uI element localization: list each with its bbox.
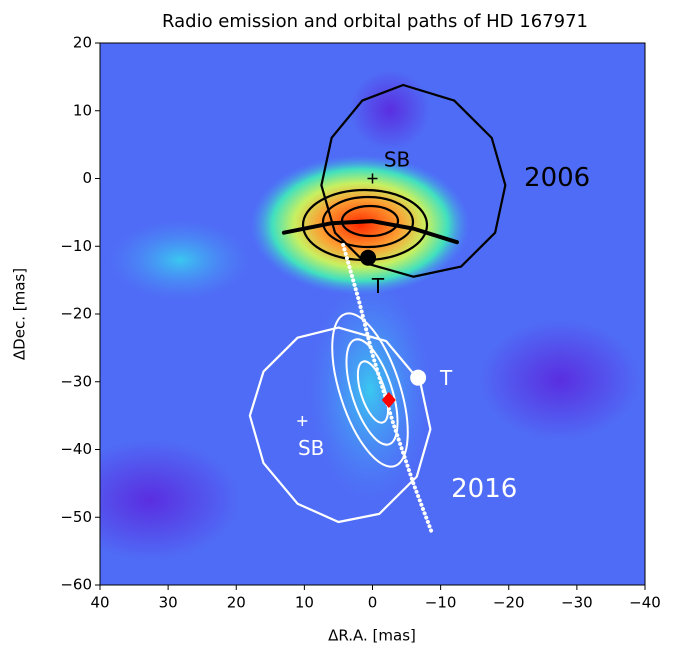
y-axis-label: ΔDec. [mas] (11, 268, 29, 360)
y-tick-label: −20 (60, 305, 92, 323)
orbit (320, 83, 507, 278)
star-marker (360, 249, 377, 266)
orbit (281, 219, 459, 245)
center-marker (367, 173, 378, 184)
y-tick-label: 0 (82, 169, 92, 187)
annotation: SB (298, 436, 324, 460)
y-tick-label: −50 (60, 508, 92, 526)
annotation: 2006 (524, 163, 590, 193)
annotation: SB (384, 147, 410, 171)
star-marker (381, 392, 396, 409)
center-marker (297, 416, 308, 427)
x-tick-label: −30 (561, 594, 593, 612)
x-tick-label: 0 (368, 594, 378, 612)
heatmap (100, 43, 645, 585)
x-tick-label: 20 (227, 594, 246, 612)
annotation: 2016 (451, 474, 517, 504)
x-tick-label: −10 (425, 594, 457, 612)
annotation: T (439, 366, 453, 390)
y-tick-label: −40 (60, 440, 92, 458)
y-tick-label: 10 (73, 101, 92, 119)
y-tick-label: −60 (60, 576, 92, 594)
star-marker (410, 369, 427, 386)
annotation: T (371, 274, 385, 298)
contours-2016 (331, 312, 409, 468)
y-tick-label: 20 (73, 34, 92, 52)
chart-title: Radio emission and orbital paths of HD 1… (162, 11, 588, 32)
x-tick-label: −20 (493, 594, 525, 612)
orbit-track (341, 242, 435, 537)
y-tick-label: −30 (60, 372, 92, 390)
x-axis-label: ΔR.A. [mas] (328, 627, 416, 645)
x-tick-label: 40 (90, 594, 109, 612)
x-tick-label: 10 (295, 594, 314, 612)
x-tick-label: 30 (159, 594, 178, 612)
x-tick-label: −40 (629, 594, 661, 612)
y-tick-label: −10 (60, 237, 92, 255)
